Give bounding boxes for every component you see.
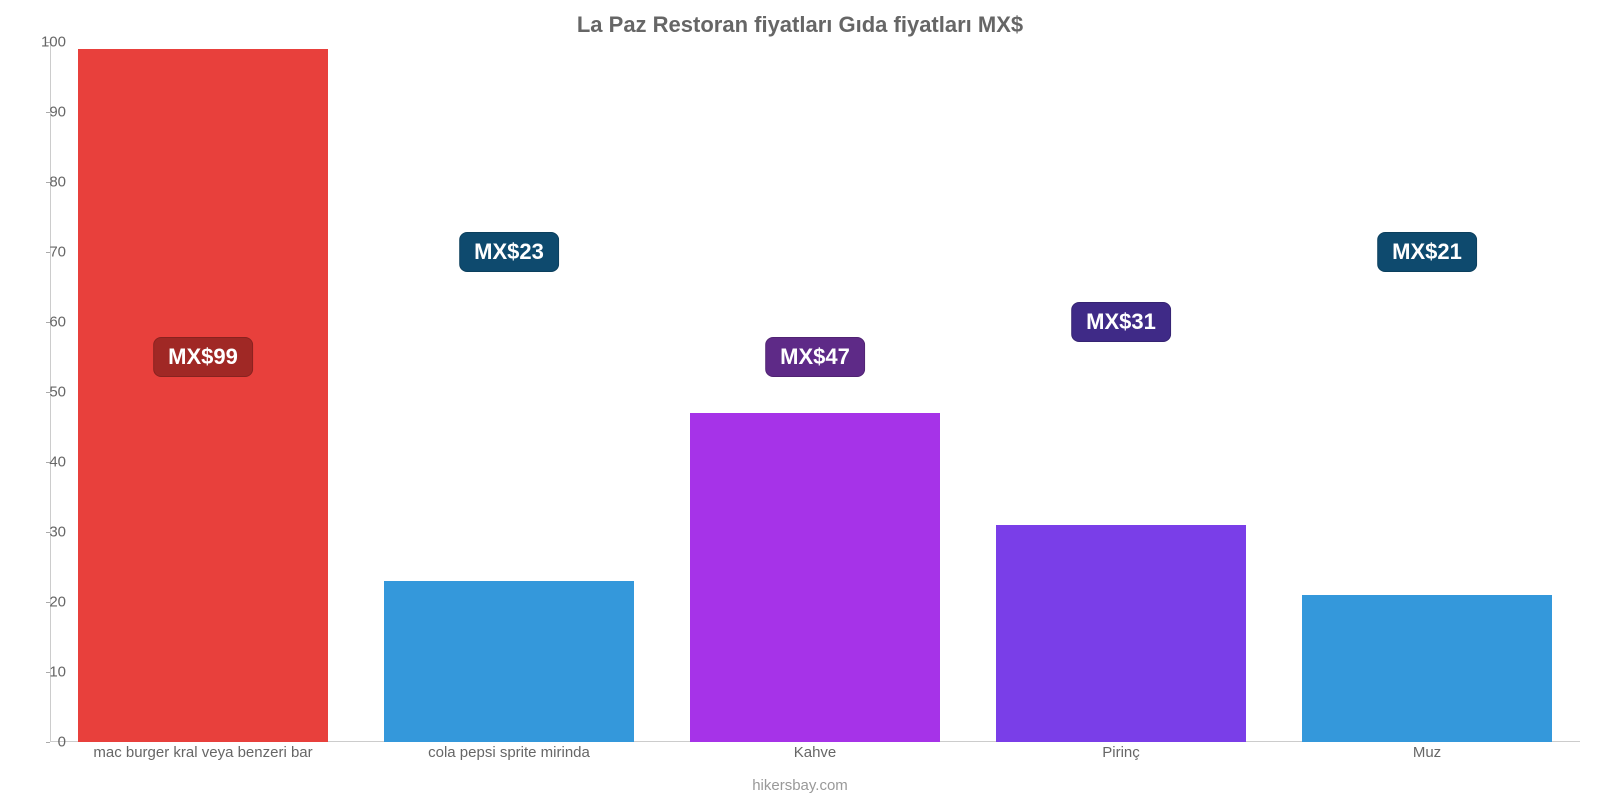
bar-value-label: MX$47 xyxy=(765,337,865,377)
chart-title: La Paz Restoran fiyatları Gıda fiyatları… xyxy=(0,12,1600,38)
bar-slot: MX$21 xyxy=(1274,42,1580,742)
x-axis-label: mac burger kral veya benzeri bar xyxy=(50,744,356,761)
footer-credit: hikersbay.com xyxy=(0,777,1600,794)
x-axis-label: Kahve xyxy=(662,744,968,761)
bar xyxy=(996,525,1247,742)
x-axis-label: Pirinç xyxy=(968,744,1274,761)
bar xyxy=(1302,595,1553,742)
x-axis-labels: mac burger kral veya benzeri barcola pep… xyxy=(50,744,1580,761)
bar-slot: MX$47 xyxy=(662,42,968,742)
bar-value-label: MX$99 xyxy=(153,337,253,377)
bar xyxy=(690,413,941,742)
bar-value-label: MX$23 xyxy=(459,232,559,272)
bar-value-label: MX$31 xyxy=(1071,302,1171,342)
bar-slot: MX$23 xyxy=(356,42,662,742)
bar-slot: MX$99 xyxy=(50,42,356,742)
chart-container: La Paz Restoran fiyatları Gıda fiyatları… xyxy=(0,0,1600,800)
x-axis-label: cola pepsi sprite mirinda xyxy=(356,744,662,761)
bars-row: MX$99 MX$23 MX$47 MX$31 MX$21 xyxy=(50,42,1580,742)
bar-value-label: MX$21 xyxy=(1377,232,1477,272)
x-axis-label: Muz xyxy=(1274,744,1580,761)
bar xyxy=(78,49,329,742)
y-tick-mark xyxy=(46,742,50,743)
bar-slot: MX$31 xyxy=(968,42,1274,742)
bar xyxy=(384,581,635,742)
